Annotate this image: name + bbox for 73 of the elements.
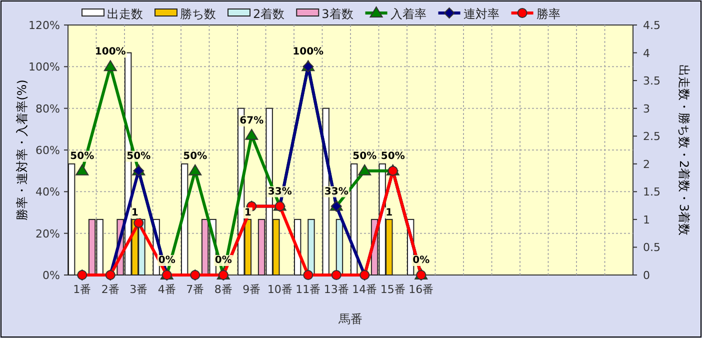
legend: 勝ち数	[154, 7, 216, 21]
legend: 勝率	[511, 7, 560, 21]
point	[303, 270, 314, 280]
data-label: 0%	[412, 255, 430, 266]
data-label: 50%	[70, 150, 94, 162]
legend: 連対率	[438, 7, 500, 21]
x-tick-label: 8番	[214, 283, 232, 296]
point	[358, 164, 372, 176]
legend-label: 出走数	[107, 7, 143, 21]
x-tick-label: 2番	[101, 283, 120, 296]
x-tick-label: 4番	[158, 283, 176, 296]
y2-tick-label: 3.5	[643, 74, 660, 88]
data-label: 67%	[240, 115, 264, 126]
y-tick-label: 100%	[28, 60, 60, 74]
data-label: 1	[131, 207, 138, 218]
y-axis-title: 勝率・連対率・入着率(%)	[15, 80, 29, 220]
legend-label: 2着数	[253, 7, 285, 21]
x-tick-label: 14番	[352, 283, 378, 296]
y-tick-label: 20%	[36, 227, 60, 240]
data-label: 0%	[214, 255, 232, 266]
y2-tick-label: 2	[643, 158, 650, 171]
x-tick-label: 15番	[380, 283, 406, 296]
y-tick-label: 0%	[42, 269, 60, 282]
y2-tick-label: 0.5	[643, 241, 660, 254]
data-label: 50%	[380, 150, 405, 162]
y-tick-label: 120%	[28, 19, 60, 32]
legend: 入着率	[365, 7, 426, 21]
y2-tick-label: 2.5	[643, 130, 660, 144]
data-label: 100%	[94, 46, 126, 58]
y-tick-label: 60%	[36, 144, 60, 157]
y2-tick-label: 1	[643, 213, 650, 226]
y-tick-label: 80%	[36, 102, 60, 116]
data-label: 1	[386, 207, 393, 218]
point	[104, 60, 117, 72]
data-label: 0%	[158, 255, 176, 266]
bar	[68, 163, 76, 276]
point	[134, 218, 144, 228]
point	[188, 164, 202, 176]
legend-label: 勝ち数	[180, 7, 216, 21]
x-tick-label: 16番	[408, 283, 434, 296]
legend: 出走数	[82, 7, 143, 21]
x-axis-title: 馬番	[338, 312, 362, 326]
legend-label: 3着数	[322, 7, 354, 21]
x-tick-label: 3番	[130, 283, 148, 296]
data-label: 50%	[352, 150, 377, 162]
y2-axis-title: 出走数・勝ち数・2着数・3着数	[677, 64, 691, 236]
x-tick-label: 1番	[73, 283, 92, 296]
x-tick-label: 13番	[324, 283, 349, 296]
data-label: 33%	[324, 186, 348, 198]
data-label: 50%	[183, 150, 208, 162]
y-tick-label: 40%	[36, 186, 60, 199]
data-label: 50%	[126, 150, 151, 162]
legend-label: 勝率	[536, 7, 560, 21]
x-tick-label: 10番	[267, 283, 292, 296]
y2-tick-label: 4	[643, 46, 650, 60]
point	[331, 270, 342, 280]
bar	[308, 218, 315, 276]
data-label: 100%	[292, 46, 324, 58]
x-tick-label: 11番	[296, 283, 321, 296]
legend-label: 入着率	[390, 7, 426, 21]
point	[76, 164, 89, 176]
legend: 2着数	[228, 7, 285, 21]
x-tick-label: 7番	[186, 283, 204, 296]
legend: 3着数	[296, 7, 354, 21]
y2-tick-label: 0	[643, 269, 650, 282]
y2-tick-label: 3	[643, 102, 650, 116]
x-tick-label: 9番	[242, 283, 261, 296]
data-label: 1	[244, 207, 252, 218]
y2-tick-label: 1.5	[643, 186, 660, 199]
y2-tick-label: 4.5	[643, 19, 660, 32]
data-label: 33%	[268, 186, 292, 198]
legend-label: 連対率	[463, 7, 500, 21]
point	[245, 128, 258, 140]
